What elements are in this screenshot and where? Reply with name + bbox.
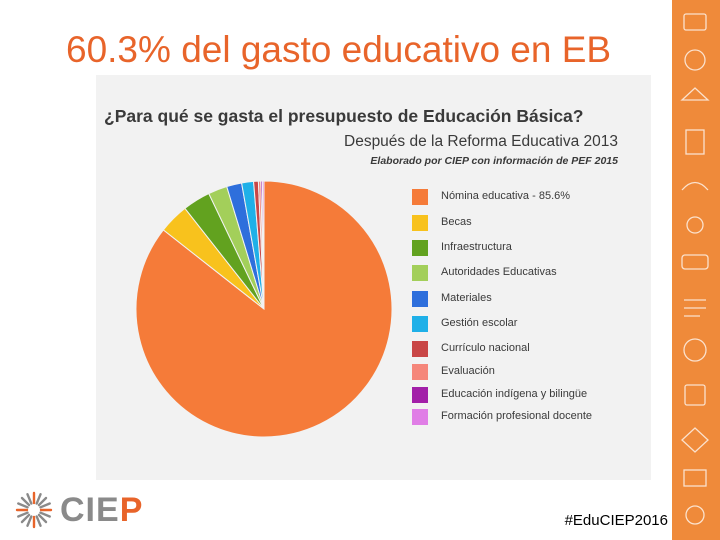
legend-swatch	[412, 290, 428, 307]
ciep-logo: CIEP	[14, 490, 184, 530]
sunburst-ray	[37, 496, 48, 507]
legend-label: Currículo nacional	[441, 342, 530, 354]
sunburst-icon	[15, 491, 53, 529]
legend-item: Currículo nacional	[412, 339, 652, 359]
sunburst-ray	[20, 513, 31, 524]
legend-item: Infraestructura	[412, 238, 652, 258]
sunburst-ray	[17, 502, 29, 509]
legend-swatch	[412, 387, 428, 403]
legend-label: Autoridades Educativas	[441, 266, 557, 278]
legend-label: Infraestructura	[441, 241, 512, 253]
sunburst-ray	[35, 515, 42, 527]
legend-item: Nómina educativa - 85.6%	[412, 187, 652, 207]
legend-item: Formación profesional docente	[412, 407, 652, 427]
legend-label: Evaluación	[441, 365, 495, 377]
legend-swatch	[412, 364, 428, 380]
legend-swatch	[412, 316, 428, 332]
sunburst-ray	[17, 511, 29, 518]
legend-item: Materiales	[412, 289, 652, 309]
sunburst-ray	[26, 493, 33, 505]
legend-swatch	[412, 409, 428, 425]
hashtag: #EduCIEP2016	[564, 512, 668, 529]
sunburst-ray	[26, 515, 33, 527]
logo-text: CIEP	[60, 491, 144, 529]
sunburst-ray	[20, 496, 31, 507]
sunburst-ray	[35, 493, 42, 505]
legend-swatch	[412, 265, 428, 281]
sunburst-ray	[37, 513, 48, 524]
legend-item: Autoridades Educativas	[412, 263, 652, 283]
legend-label: Formación profesional docente	[441, 410, 593, 422]
education-doodle-icons	[680, 13, 710, 525]
legend-label: Becas	[441, 215, 472, 228]
slide-title: 60.3% del gasto educativo en EB	[66, 29, 612, 70]
pie-slice	[261, 180, 265, 310]
legend-item: Gestión escolar	[412, 314, 652, 334]
pie-chart	[135, 180, 393, 438]
legend-value: - 85.6%	[529, 190, 571, 202]
legend-item: Evaluación	[412, 362, 652, 382]
legend-label: Gestión escolar	[441, 317, 518, 329]
sunburst-ray	[39, 502, 51, 509]
legend-swatch	[412, 240, 428, 256]
legend-swatch	[412, 341, 428, 357]
sunburst-ray	[39, 511, 51, 518]
legend-swatch	[412, 214, 428, 231]
chart-source: Elaborado por CIEP con información de PE…	[370, 155, 618, 167]
chart-subtitle: Después de la Reforma Educativa 2013	[344, 133, 618, 150]
legend-label: Nómina educativa - 85.6%	[441, 190, 571, 202]
chart-title: ¿Para qué se gasta el presupuesto de Edu…	[104, 106, 584, 126]
legend-item: Becas	[412, 213, 652, 233]
legend-label: Educación indígena y bilingüe	[441, 388, 588, 400]
legend-label: Materiales	[441, 291, 492, 304]
side-decoration-strip	[672, 0, 720, 540]
legend-item: Educación indígena y bilingüe	[412, 385, 652, 405]
legend-swatch	[412, 189, 428, 205]
chart-panel: ¿Para qué se gasta el presupuesto de Edu…	[96, 75, 651, 480]
